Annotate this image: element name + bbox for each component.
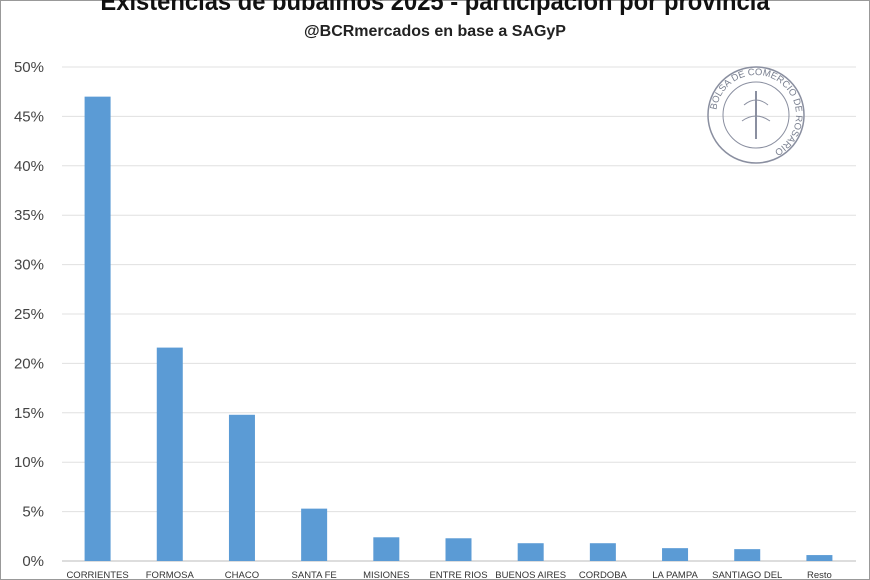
x-tick-label: FORMOSA (146, 570, 195, 580)
y-tick-label: 30% (14, 257, 44, 274)
chart-title: Existencias de bubalinos 2025 - particip… (100, 0, 770, 16)
y-tick-label: 35% (14, 207, 44, 224)
x-tick-label: SANTIAGO DEL (712, 570, 782, 580)
bar-santa-fe (301, 508, 328, 561)
bcr-logo: BOLSA DE COMERCIO DE ROSARIO (707, 66, 805, 164)
x-tick-label: Resto (807, 570, 832, 580)
y-tick-label: 0% (22, 553, 44, 570)
x-tick-label: CORDOBA (579, 570, 628, 580)
y-tick-label: 10% (14, 454, 44, 471)
bar-corrientes (84, 96, 111, 561)
y-tick-label: 25% (14, 306, 44, 323)
bar-buenos-aires (517, 543, 544, 561)
bar-chaco (228, 414, 255, 561)
bar-santiago-del (734, 549, 761, 561)
x-tick-label: CHACO (225, 570, 259, 580)
x-tick-label: CORRIENTES (66, 570, 128, 580)
bar-misiones (373, 537, 400, 561)
x-tick-label: MISIONES (363, 570, 409, 580)
y-tick-label: 20% (14, 355, 44, 372)
bar-cordoba (589, 543, 616, 561)
y-tick-label: 40% (14, 158, 44, 175)
x-tick-label: ENTRE RIOS (429, 570, 487, 580)
y-tick-label: 5% (22, 504, 44, 521)
bar-entre-rios (445, 538, 472, 561)
x-tick-label: LA PAMPA (652, 570, 698, 580)
bar-formosa (156, 347, 183, 561)
y-tick-label: 45% (14, 108, 44, 125)
x-tick-label: SANTA FE (292, 570, 337, 580)
bar-resto (806, 555, 833, 561)
bar-la-pampa (662, 548, 689, 561)
y-tick-label: 15% (14, 405, 44, 422)
y-tick-label: 50% (14, 59, 44, 76)
chart-subtitle: @BCRmercados en base a SAGyP (304, 23, 566, 40)
x-tick-label: BUENOS AIRES (495, 570, 566, 580)
